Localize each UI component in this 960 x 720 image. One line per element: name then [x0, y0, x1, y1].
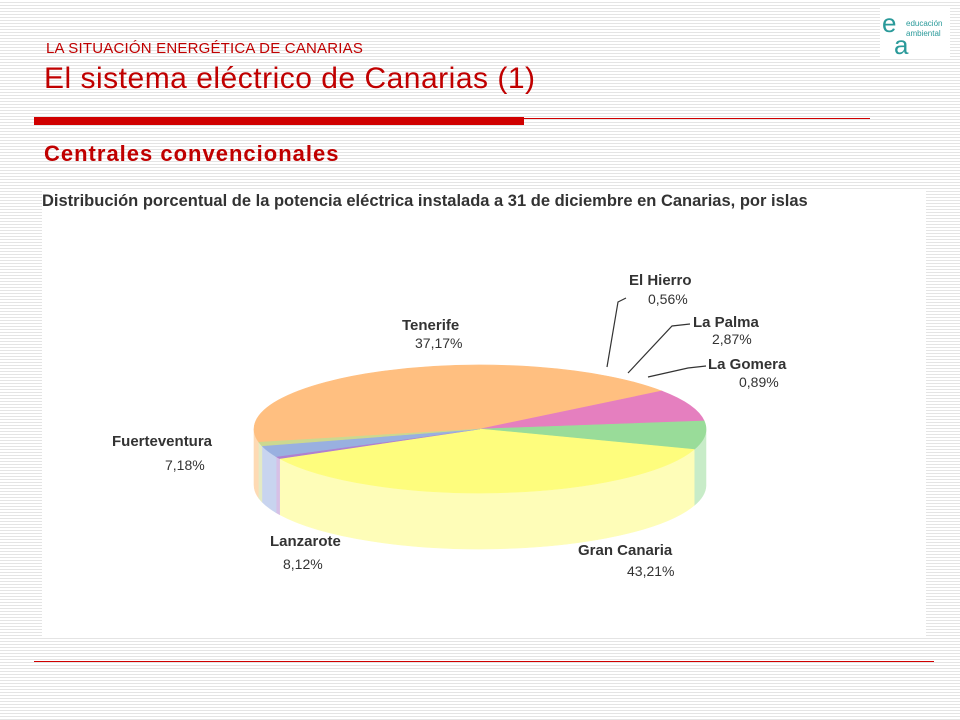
pie-value-la-gomera: 0,89% — [739, 374, 779, 390]
pie-value-tenerife: 37,17% — [415, 335, 462, 351]
pie-slice-fuerteventura — [479, 420, 707, 450]
pie-value-el-hierro: 0,56% — [648, 291, 688, 307]
logo-letter-e: e — [882, 8, 896, 38]
header-rule-thick — [34, 117, 524, 125]
pie-label-lanzarote: Lanzarote — [270, 533, 341, 550]
slide-title: El sistema eléctrico de Canarias (1) — [44, 62, 536, 95]
section-kicker: LA SITUACIÓN ENERGÉTICA DE CANARIAS — [46, 40, 364, 57]
pie-label-gran-canaria: Gran Canaria — [578, 542, 673, 559]
leader-line-el-hierro — [606, 297, 627, 368]
chart-title: Distribución porcentual de la potencia e… — [42, 192, 808, 210]
logo-text-line2: ambiental — [906, 29, 941, 38]
pie-side-el-hierro — [275, 456, 280, 516]
pie-value-lanzarote: 8,12% — [283, 556, 323, 572]
pie-label-tenerife: Tenerife — [402, 317, 459, 334]
leader-line-la-gomera — [647, 365, 707, 378]
pie-slice-la-gomera — [258, 428, 481, 447]
leader-line-la-palma — [627, 323, 691, 374]
section-subtitle: Centrales convencionales — [44, 141, 340, 166]
header-rule-thin — [524, 118, 870, 119]
pie-slice-tenerife — [278, 428, 695, 494]
pie-side-la-palma — [261, 445, 277, 514]
educacion-ambiental-logo: e a educación ambiental — [880, 8, 950, 60]
educacion-ambiental-logo-icon: e a educación ambiental — [882, 8, 942, 60]
chart-panel: Distribución porcentual de la potencia e… — [42, 190, 926, 638]
pie-value-fuerteventura: 7,18% — [165, 457, 205, 473]
footer-rule — [34, 661, 934, 662]
pie-slice-lanzarote — [479, 390, 705, 430]
pie-value-la-palma: 2,87% — [712, 331, 752, 347]
pie-label-el-hierro: El Hierro — [629, 272, 692, 289]
pie-label-la-gomera: La Gomera — [708, 356, 787, 373]
logo-letter-a: a — [894, 30, 909, 58]
pie-side-la-gomera — [258, 441, 263, 503]
pie-value-gran-canaria: 43,21% — [627, 563, 674, 579]
pie-slice-gran-canaria — [253, 364, 663, 443]
pie-label-fuerteventura: Fuerteventura — [112, 433, 213, 450]
pie-chart: Gran Canaria 43,21% Lanzarote 8,12% Fuerteve… — [112, 272, 787, 579]
pie-label-la-palma: La Palma — [693, 314, 760, 331]
logo-text-line1: educación — [906, 19, 942, 28]
